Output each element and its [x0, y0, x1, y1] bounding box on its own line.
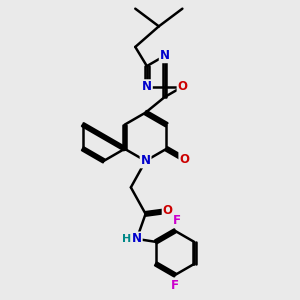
Text: O: O	[178, 80, 188, 93]
Text: F: F	[172, 214, 181, 227]
Text: O: O	[163, 205, 173, 218]
Text: N: N	[160, 49, 170, 62]
Text: H: H	[122, 234, 131, 244]
Text: F: F	[171, 279, 179, 292]
Text: N: N	[132, 232, 142, 245]
Text: N: N	[141, 154, 151, 167]
Text: O: O	[179, 153, 189, 166]
Text: N: N	[142, 80, 152, 93]
